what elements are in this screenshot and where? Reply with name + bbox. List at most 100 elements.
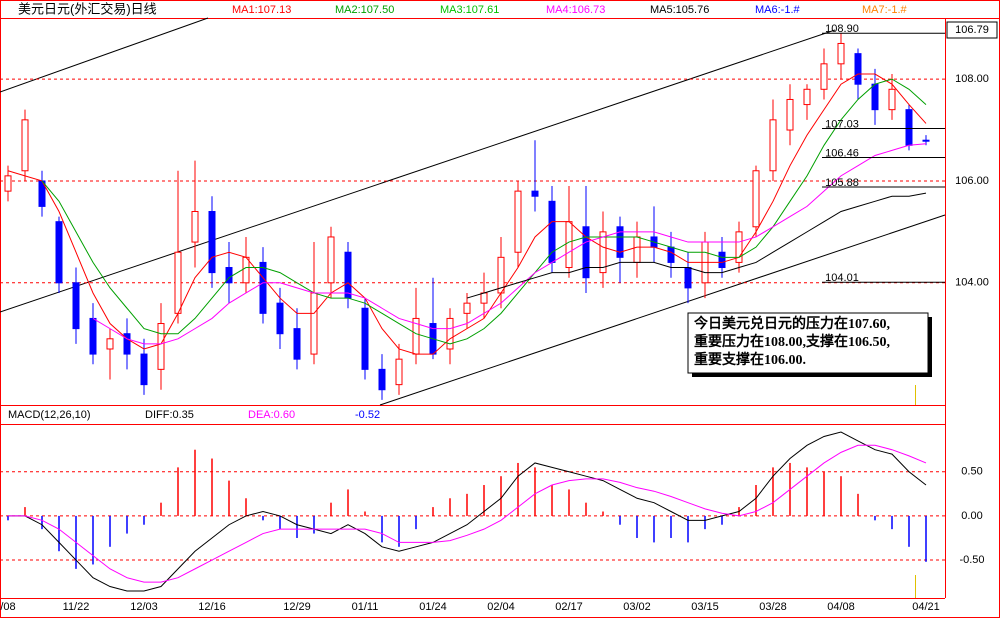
note-line: 今日美元兑日元的压力在107.60, — [693, 315, 890, 332]
y-tick-label: 108.00 — [955, 73, 989, 85]
candle-body — [225, 267, 233, 284]
candle-body — [531, 190, 539, 197]
x-tick-label: 02/17 — [555, 601, 583, 613]
x-tick-label: 11/22 — [63, 601, 90, 613]
price-label: 105.88 — [825, 177, 859, 189]
note-box — [687, 312, 929, 374]
candle-body — [684, 267, 692, 289]
candle-body — [803, 88, 811, 106]
x-tick-label: 01/11 — [352, 601, 379, 613]
candle-body — [837, 42, 845, 65]
x-tick-label: 02/04 — [487, 601, 515, 613]
candle-body — [463, 302, 471, 314]
candle-body — [55, 221, 63, 284]
candle-body — [395, 358, 403, 386]
legend-label: MA6:-1.# — [755, 4, 801, 16]
y-tick-label: 104.00 — [955, 277, 989, 289]
series-line — [8, 431, 927, 592]
candle-body — [548, 200, 556, 263]
candle-body — [259, 261, 267, 314]
candle-body — [871, 83, 879, 111]
candle-body — [293, 328, 301, 360]
candle-body — [242, 256, 250, 284]
note-line: 重要压力在108.00,支撑在106.50, — [694, 333, 890, 350]
x-tick-label: 12/16 — [198, 601, 226, 613]
candle-body — [582, 226, 590, 279]
x-tick-label: 04/08 — [827, 601, 855, 613]
candle-body — [599, 231, 607, 274]
candle-body — [514, 190, 522, 253]
trend-line — [0, 29, 836, 313]
y-tick-label: -0.50 — [959, 554, 984, 566]
candle-body — [327, 236, 335, 284]
x-tick-label: 04/21 — [912, 601, 940, 613]
legend-label: MA4:106.73 — [546, 4, 605, 16]
x-tick-label: 01/24 — [419, 601, 447, 613]
candle-body — [854, 53, 862, 85]
last-price: 106.79 — [955, 24, 989, 36]
candle-body — [905, 109, 913, 146]
macd-value: -0.52 — [355, 409, 380, 421]
x-tick-label: /08 — [0, 601, 15, 613]
legend-label: DEA:0.60 — [248, 409, 295, 421]
trend-line — [0, 17, 209, 93]
note-line: 重要支撑在106.00. — [694, 351, 806, 368]
candle-body — [21, 119, 29, 172]
candle-body — [565, 221, 573, 269]
candle-body — [174, 251, 182, 314]
y-tick-label: 0.50 — [961, 466, 982, 478]
candle-body — [72, 282, 80, 330]
candle-body — [786, 98, 794, 131]
series-line — [466, 192, 927, 299]
legend-label: MA5:105.76 — [650, 4, 709, 16]
y-tick-label: 106.00 — [955, 175, 989, 187]
chart-title: 美元日元(外汇交易)日线 — [18, 1, 157, 16]
candle-body — [191, 211, 199, 243]
x-tick-label: 03/28 — [759, 601, 787, 613]
series-line — [8, 444, 927, 583]
x-tick-label: 03/15 — [691, 601, 719, 613]
series-line — [41, 78, 927, 345]
price-label: 107.03 — [825, 118, 859, 130]
candle-body — [157, 323, 165, 370]
candle-body — [89, 317, 97, 355]
candle-body — [480, 292, 488, 304]
candle-body — [633, 236, 641, 263]
legend-label: MA7:-1.# — [862, 4, 908, 16]
candle-body — [446, 317, 454, 350]
candle-body — [123, 333, 131, 355]
candle-body — [140, 353, 148, 386]
macd-title: MACD(12,26,10) — [8, 409, 91, 421]
candle-body — [922, 139, 930, 142]
price-label: 108.90 — [825, 23, 859, 35]
candle-body — [378, 368, 386, 391]
candle-body — [718, 251, 726, 269]
candle-body — [820, 63, 828, 90]
trend-line — [379, 214, 946, 406]
x-tick-label: 03/02 — [623, 601, 651, 613]
candle-body — [344, 251, 352, 299]
candle-body — [616, 226, 624, 258]
candle-body — [769, 119, 777, 172]
price-label: 104.01 — [825, 272, 859, 284]
legend-label: MA1:107.13 — [232, 4, 291, 16]
candle-body — [310, 292, 318, 355]
x-tick-label: 12/03 — [130, 601, 158, 613]
last-price-box — [946, 21, 998, 39]
candle-body — [4, 175, 12, 192]
y-tick-label: 0.00 — [961, 510, 982, 522]
candle-body — [276, 302, 284, 335]
candle-body — [208, 211, 216, 274]
candle-body — [667, 246, 675, 263]
candle-body — [735, 231, 743, 263]
legend-label: MA3:107.61 — [440, 4, 499, 16]
legend-label: DIFF:0.35 — [145, 409, 194, 421]
candle-body — [752, 170, 760, 228]
candle-body — [106, 338, 114, 350]
price-label: 106.46 — [825, 147, 859, 159]
candle-body — [361, 307, 369, 370]
legend-label: MA2:107.50 — [335, 4, 394, 16]
